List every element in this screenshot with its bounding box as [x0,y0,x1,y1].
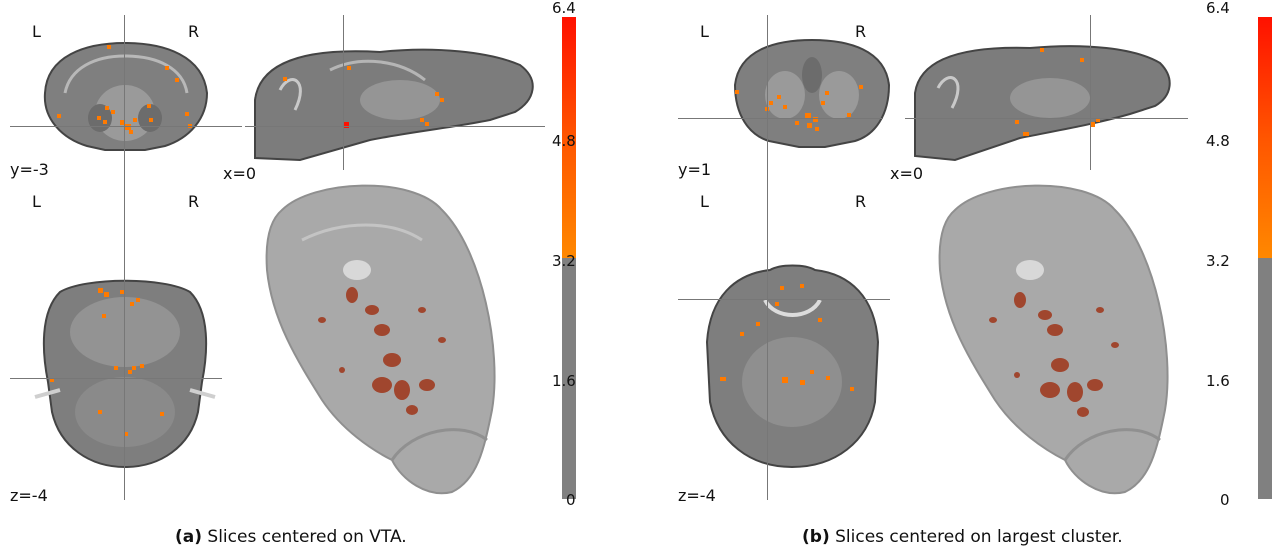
panel-a-axial-label: z=-4 [10,486,48,505]
sagittal-crosshair-h [905,118,1188,119]
sagittal-slice [914,45,1171,162]
panel-b-axial-label: z=-4 [678,486,716,505]
colorbar-tick: 3.2 [552,252,576,270]
axial-slice [705,264,880,469]
panel-b-left-marker-bottom: L [700,192,709,211]
slices-crosshair-v [767,15,768,500]
axial-slice [34,279,216,469]
colorbar-tick: 3.2 [1206,252,1230,270]
panel-b-sagittal-label: x=0 [890,164,924,183]
axial-crosshair-h [10,378,222,379]
brain-3d-render [265,184,496,495]
panel-a-right-marker-top: R [188,22,200,41]
panel-b-caption-text: Slices centered on largest cluster. [835,527,1123,547]
panel-a-figure: L R y=-3 x=0 L R z=-4 6.4 4.8 3.2 1.6 0 [0,0,640,520]
panel-b-right-marker-bottom: R [855,192,867,211]
panel-b-right-marker-top: R [855,22,867,41]
colorbar-tick: 6.4 [552,0,576,17]
colorbar-tick: 1.6 [1206,372,1230,390]
panel-b-caption-prefix: (b) [802,527,830,547]
coronal-crosshair-h [10,126,242,127]
panel-b: L R y=1 x=0 L R z=-4 6.4 4.8 3.2 1.6 0 (… [640,0,1280,557]
colorbar-tick: 0 [566,491,576,509]
coronal-slice [43,41,209,151]
sagittal-crosshair-v [343,15,344,170]
coronal-crosshair-h [678,118,883,119]
colorbar-tick: 4.8 [1206,132,1230,150]
panel-a-left-marker-top: L [32,22,41,41]
colorbar-tick: 1.6 [552,372,576,390]
panel-a: L R y=-3 x=0 L R z=-4 6.4 4.8 3.2 1.6 0 … [0,0,640,547]
sagittal-crosshair-v [1090,15,1091,170]
coronal-slice [733,38,891,148]
panel-b-left-marker-top: L [700,22,709,41]
axial-crosshair-h [678,299,890,300]
panel-b-figure: L R y=1 x=0 L R z=-4 6.4 4.8 3.2 1.6 0 [640,0,1280,520]
panel-a-caption: (a) Slices centered on VTA. [175,527,407,547]
colorbar [1258,17,1272,499]
panel-a-right-marker-bottom: R [188,192,200,211]
panel-b-coronal-label: y=1 [678,160,712,179]
panel-a-caption-prefix: (a) [175,527,203,547]
colorbar [562,17,576,499]
panel-b-caption: (b) Slices centered on largest cluster. [802,527,1123,547]
colorbar-tick: 4.8 [552,132,576,150]
brain-3d-render [938,184,1169,495]
colorbar-tick: 0 [1220,491,1230,509]
sagittal-slice [254,48,534,162]
panel-a-caption-text: Slices centered on VTA. [207,527,407,547]
panel-a-left-marker-bottom: L [32,192,41,211]
panel-a-sagittal-label: x=0 [223,164,257,183]
slices-crosshair-v [124,15,125,500]
sagittal-crosshair-h [245,126,545,127]
panel-a-coronal-label: y=-3 [10,160,49,179]
colorbar-tick: 6.4 [1206,0,1230,17]
